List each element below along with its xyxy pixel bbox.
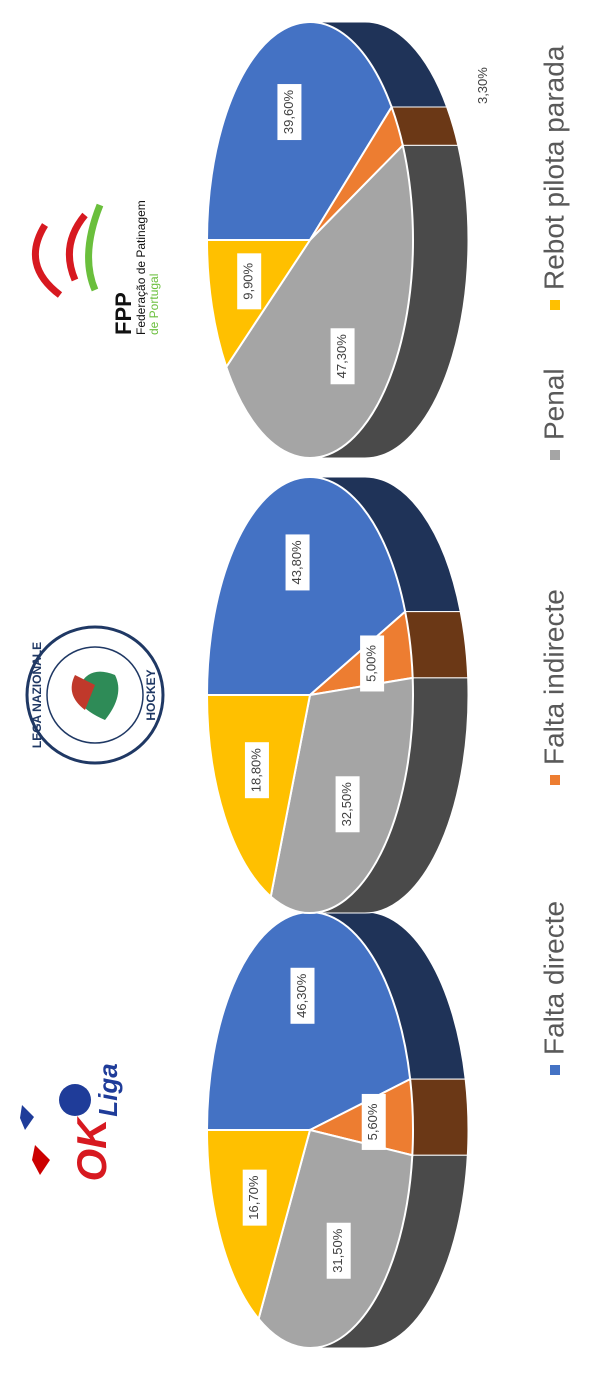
legend-label: Penal <box>538 368 569 440</box>
data-label: 3,30% <box>475 67 490 104</box>
rotated-layer: OK Liga LEGA NAZIONALE HOCKEY FPP Federa… <box>20 21 569 1349</box>
data-label: 39,60% <box>281 90 296 135</box>
slice <box>225 143 415 460</box>
data-label-box <box>335 776 360 833</box>
logo-text: OK <box>68 1116 115 1182</box>
legend-label: Falta indirecte <box>538 589 569 765</box>
slice-side <box>409 1078 469 1156</box>
data-label: 47,30% <box>334 334 349 379</box>
data-label-box <box>277 84 302 141</box>
data-label-box <box>326 1222 351 1279</box>
logo-text: HOCKEY <box>144 669 158 720</box>
logo-fpp: FPP Federação de Patinagem de Portugal <box>31 200 161 335</box>
star <box>32 1145 50 1175</box>
star <box>20 1105 34 1130</box>
data-label-box <box>244 742 269 799</box>
data-label-box <box>237 253 262 310</box>
legend-swatch <box>550 300 560 310</box>
logo-okliga: OK Liga <box>20 1063 123 1182</box>
data-label: 16,70% <box>246 1175 261 1220</box>
data-label-box <box>361 1093 386 1150</box>
data-label: 46,30% <box>294 973 309 1018</box>
data-label: 18,80% <box>248 748 263 793</box>
data-label-box <box>360 635 385 692</box>
legend-swatch <box>550 775 560 785</box>
logo-text: Liga <box>93 1063 123 1116</box>
data-label: 9,90% <box>241 262 256 299</box>
data-label: 43,80% <box>289 540 304 585</box>
logo-text: FPP <box>111 292 136 335</box>
data-label-box <box>330 328 355 385</box>
legend-swatch <box>550 450 560 460</box>
logo-lega: LEGA NAZIONALE HOCKEY <box>25 625 165 765</box>
data-label-box <box>285 534 310 591</box>
logo-text: Federação de Patinagem <box>134 200 148 335</box>
legend-label: Falta directe <box>538 901 569 1055</box>
logo-text: LEGA NAZIONALE <box>30 642 44 748</box>
legend-swatch <box>550 1065 560 1075</box>
legend-label: Rebot pilota parada <box>538 45 569 290</box>
logo-text: de Portugal <box>147 274 161 335</box>
logo-swoosh <box>85 203 104 292</box>
slice-side <box>404 611 469 679</box>
data-label: 5,00% <box>364 645 379 682</box>
data-label-box <box>290 967 315 1024</box>
data-label: 31,50% <box>330 1228 345 1273</box>
logo-swoosh <box>31 212 88 298</box>
data-label-box <box>242 1169 267 1226</box>
data-label: 32,50% <box>339 782 354 827</box>
player-icon <box>59 1084 91 1116</box>
data-label: 5,60% <box>365 1103 380 1140</box>
logo-map <box>71 675 95 710</box>
